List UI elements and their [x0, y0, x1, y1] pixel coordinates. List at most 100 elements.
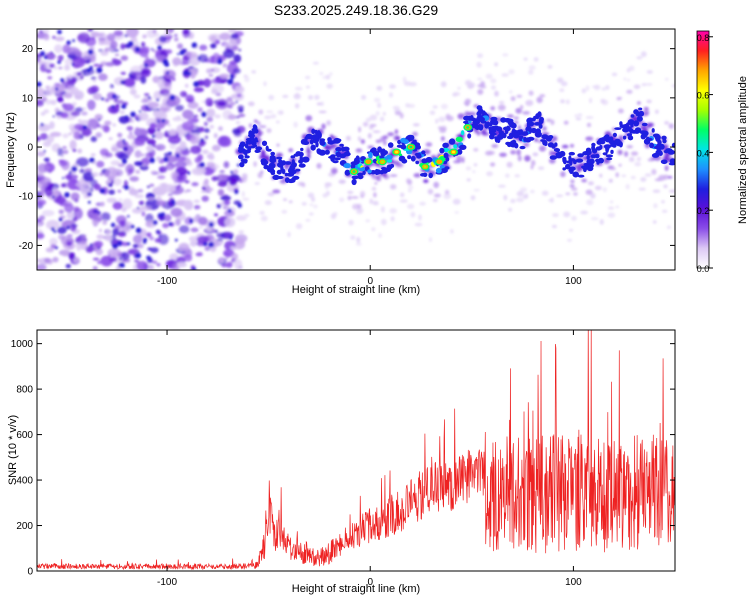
ridge-blob [645, 137, 653, 141]
ridge-halo-blob [575, 117, 582, 121]
ridge-blob [453, 144, 458, 149]
ridge-halo-blob [360, 139, 365, 144]
ridge-halo-blob [429, 110, 436, 115]
noise-blob [129, 176, 139, 182]
ridge-halo-blob [473, 148, 479, 152]
ridge-blob [435, 167, 442, 174]
noise-dense-blob [156, 119, 160, 123]
ridge-halo-blob [437, 126, 443, 130]
ridge-halo-blob [429, 237, 432, 243]
ridge-halo-blob [626, 145, 633, 149]
noise-blob [210, 67, 221, 73]
ridge-halo-blob [241, 191, 245, 198]
ridge-blob [270, 172, 276, 175]
noise-dense-blob [51, 227, 55, 231]
noise-blob [194, 157, 201, 164]
noise-blob [116, 172, 120, 175]
ridge-halo-blob [528, 69, 534, 75]
ridge-halo-blob [476, 61, 482, 68]
ridge-halo-blob [581, 178, 587, 183]
ridge-halo-blob [481, 132, 489, 136]
ridge-halo-blob [400, 192, 405, 198]
noise-blob [174, 186, 181, 191]
ridge-halo-blob [599, 173, 603, 178]
noise-dense-blob [188, 71, 192, 76]
ridge-halo-blob [560, 171, 566, 178]
noise-blob [191, 182, 199, 187]
noise-blob [37, 199, 47, 206]
ridge-halo-blob [585, 136, 594, 141]
noise-blob [223, 199, 231, 206]
ridge-blob [298, 159, 304, 164]
noise-blob [64, 174, 78, 180]
ridge-halo-blob [615, 172, 619, 178]
noise-blob [196, 235, 209, 244]
ridge-blob [374, 168, 379, 176]
ridge-halo-blob [389, 208, 398, 214]
ridge-blob [545, 135, 553, 142]
x-tick-label: 0 [367, 577, 373, 588]
ridge-blob [626, 122, 633, 125]
ridge-halo-blob [517, 125, 522, 131]
ridge-halo-blob [380, 206, 385, 213]
noise-blob [149, 236, 155, 241]
noise-blob [134, 138, 146, 146]
ridge-blob [382, 150, 388, 155]
ridge-blob [490, 116, 498, 121]
noise-blob [139, 128, 149, 137]
ridge-halo-blob [508, 207, 513, 212]
noise-blob [68, 132, 72, 136]
ridge-halo-blob [490, 78, 497, 84]
noise-dense-blob [82, 125, 88, 130]
ridge-blob [248, 130, 257, 135]
noise-dense-blob [98, 118, 101, 121]
ridge-blob [421, 158, 428, 164]
noise-dense-blob [208, 221, 214, 228]
noise-blob [66, 79, 76, 85]
noise-blob [199, 44, 208, 51]
noise-blob [92, 266, 98, 270]
ridge-halo-blob [419, 201, 426, 206]
ridge-blob [575, 158, 584, 163]
x-tick-label: 100 [565, 577, 582, 588]
ridge-blob [246, 140, 253, 144]
noise-blob [60, 112, 69, 119]
ridge-halo-blob [636, 56, 643, 60]
noise-dense-blob [57, 60, 61, 64]
noise-blob [110, 83, 114, 89]
ridge-halo-blob [587, 181, 595, 186]
noise-dense-blob [228, 178, 231, 181]
noise-dense-blob [101, 97, 104, 101]
ridge-halo-blob [258, 125, 267, 129]
ridge-halo-blob [626, 89, 633, 94]
noise-blob [95, 132, 102, 138]
noise-blob [182, 109, 194, 120]
noise-blob [204, 178, 209, 185]
ridge-blob [551, 144, 556, 149]
noise-blob [215, 229, 218, 234]
ridge-halo-blob [295, 223, 303, 230]
ridge-halo-blob [630, 175, 636, 180]
noise-dense-blob [71, 166, 78, 172]
ridge-blob [577, 174, 585, 178]
noise-blob [224, 217, 236, 228]
noise-blob [128, 249, 135, 255]
ridge-halo-blob [601, 87, 606, 91]
ridge-halo-blob [547, 65, 553, 69]
noise-dense-blob [166, 71, 170, 75]
ridge-halo-blob [560, 81, 568, 87]
noise-dense-blob [237, 163, 240, 167]
ridge-halo-blob [636, 156, 642, 162]
ridge-halo-blob [311, 196, 316, 202]
ridge-halo-blob [375, 139, 382, 143]
ridge-halo-blob [542, 126, 547, 131]
noise-blob [42, 29, 50, 34]
ridge-blob [240, 158, 248, 163]
ridge-halo-blob [516, 197, 524, 203]
noise-blob [54, 82, 61, 87]
ridge-halo-blob [440, 103, 448, 110]
colorbar-label: Normalized spectral amplitude [737, 76, 749, 224]
ridge-blob [346, 150, 350, 156]
ridge-halo-blob [407, 189, 412, 193]
ridge-blob [252, 144, 258, 148]
